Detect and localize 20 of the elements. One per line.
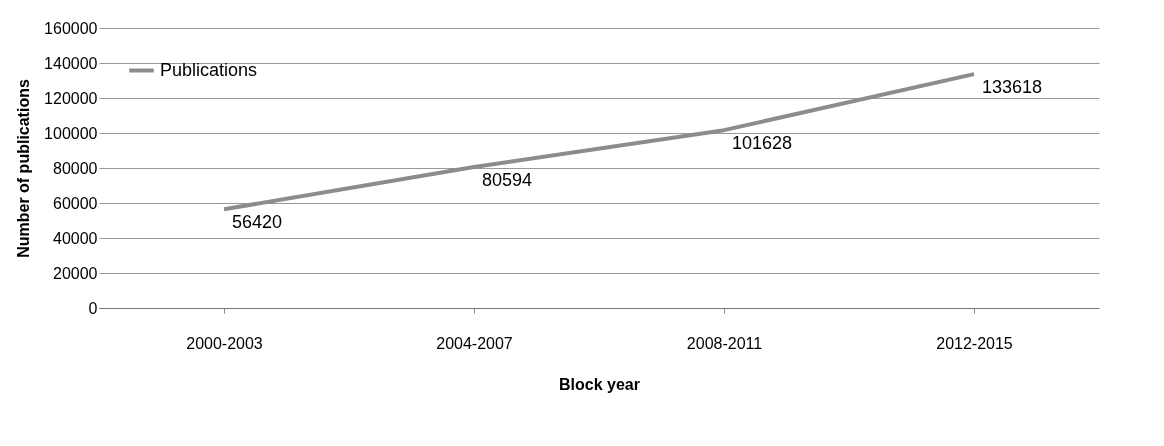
y-tick-label: 60000 <box>53 194 98 212</box>
y-tick-label: 100000 <box>44 124 98 142</box>
x-tick-label: 2004-2007 <box>436 334 513 352</box>
y-tick-label: 160000 <box>44 19 98 37</box>
data-label: 133618 <box>982 77 1043 98</box>
y-tick-label: 20000 <box>53 264 98 282</box>
x-axis-title: Block year <box>559 375 640 393</box>
x-tick-label: 2012-2015 <box>936 334 1013 352</box>
data-label: 56420 <box>232 212 283 233</box>
y-axis-title: Number of publications <box>15 79 33 258</box>
legend-label: Publications <box>160 59 258 80</box>
y-tick-label: 40000 <box>53 229 98 247</box>
data-label: 80594 <box>482 169 533 190</box>
x-tick-label: 2000-2003 <box>186 334 263 352</box>
y-tick-label: 80000 <box>53 159 98 177</box>
y-tick-label: 120000 <box>44 89 98 107</box>
data-label: 101628 <box>732 133 793 154</box>
y-tick-label: 140000 <box>44 54 98 72</box>
y-tick-label: 0 <box>88 299 98 317</box>
x-tick-label: 2008-2011 <box>686 334 763 352</box>
